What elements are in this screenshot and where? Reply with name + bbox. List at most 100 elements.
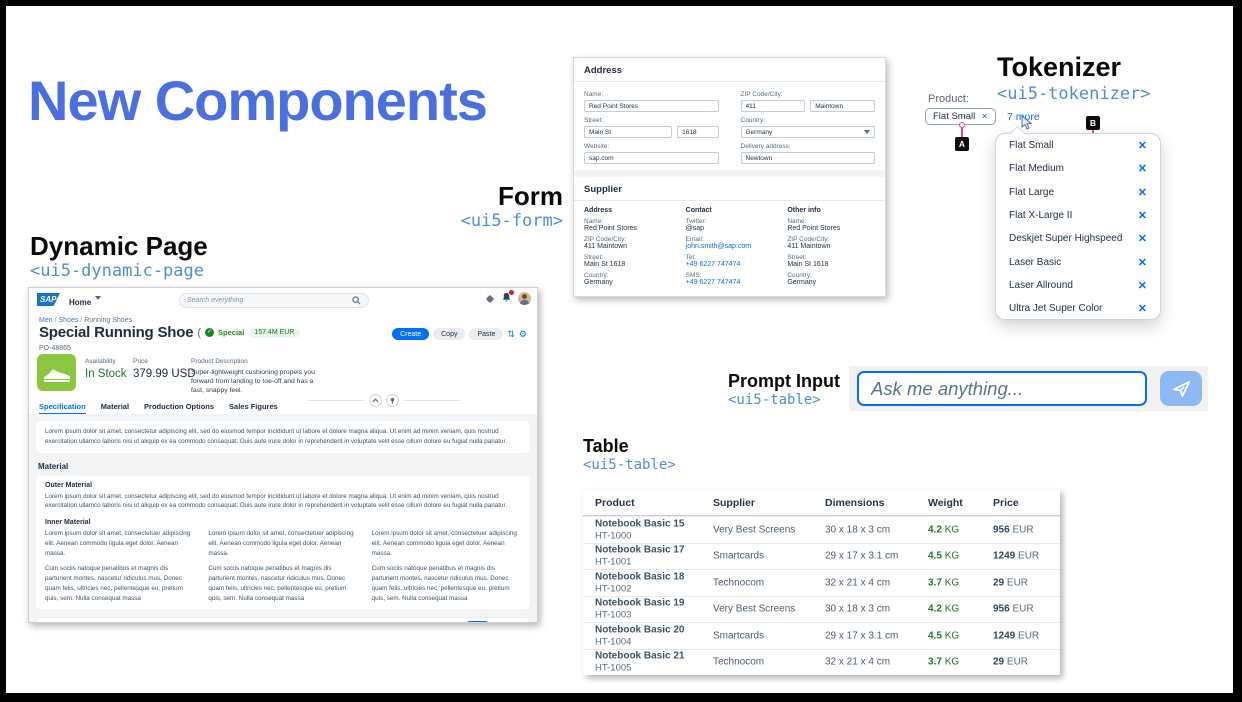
table-row[interactable]: Notebook Basic 18 HT-1002 Technocom 32 x …	[583, 569, 1060, 596]
sms-link[interactable]: +49 6227 747474	[685, 279, 741, 286]
bell-icon	[502, 292, 511, 302]
shell-search-placeholder: Search everything	[187, 297, 244, 304]
weight-cell: 3.7 KG	[928, 577, 960, 589]
chevron-up-icon	[372, 398, 379, 403]
website-field[interactable]	[584, 152, 719, 164]
field-value: Main St 1618	[787, 261, 829, 268]
tab-sales-figures[interactable]: Sales Figures	[229, 402, 278, 411]
assistant-icon[interactable]	[485, 294, 495, 304]
dynamic-page-section-tag: <ui5-dynamic-page	[30, 260, 204, 281]
paste-button[interactable]: Paste	[469, 328, 504, 340]
popup-item[interactable]: Flat Large ✕	[996, 181, 1160, 204]
product-name: Notebook Basic 20	[595, 624, 685, 636]
inner-material-para: Lorem ipsum dolor sit amet, consectetuer…	[208, 530, 354, 557]
avatar[interactable]	[518, 292, 531, 305]
field-label: Street:	[787, 254, 807, 261]
table-header-row: Product Supplier Dimensions Weight Price	[583, 490, 1060, 516]
table-row[interactable]: Notebook Basic 19 HT-1003 Very Best Scree…	[583, 595, 1060, 623]
ok-button[interactable]: Ok	[463, 621, 492, 622]
field-value: 411 Maintown	[584, 243, 628, 250]
form-section-label: Form	[498, 181, 563, 211]
breadcrumb-shoes[interactable]: Shoes	[58, 317, 79, 324]
website-label: Website:	[584, 143, 610, 150]
remove-icon[interactable]: ✕	[1137, 140, 1147, 153]
supplier-cell: Very Best Screens	[713, 524, 796, 536]
inner-material-para: Cum sociis natoque penatibus et magnis d…	[45, 565, 183, 602]
remove-icon[interactable]: ✕	[1137, 256, 1147, 269]
copy-button[interactable]: Copy	[433, 328, 466, 340]
popup-item[interactable]: Flat Medium ✕	[996, 157, 1160, 180]
delivery-field[interactable]	[740, 152, 875, 164]
table-row[interactable]: Notebook Basic 17 HT-1001 Smartcards 29 x…	[583, 542, 1060, 570]
remove-icon[interactable]: ✕	[1137, 233, 1147, 246]
dynamic-page-section-label: Dynamic Page	[30, 231, 208, 261]
popup-item-label: Flat Large	[1009, 186, 1055, 198]
supplier-contact-group: Contact Twitter: @sap Email: john.smith@…	[686, 207, 774, 286]
create-button[interactable]: Create	[392, 328, 430, 340]
price-badge: 157.4M EUR	[248, 327, 301, 338]
supplier-cell: Smartcards	[713, 630, 765, 642]
inner-material-heading: Inner Material	[45, 519, 91, 526]
country-label: Country:	[740, 117, 766, 124]
remove-icon[interactable]: ✕	[1137, 303, 1147, 316]
product-name: Notebook Basic 18	[595, 571, 685, 583]
breadcrumb-men[interactable]: Men	[39, 317, 53, 324]
popup-item[interactable]: Deskjet Super Highspeed ✕	[996, 227, 1160, 250]
table-row[interactable]: Notebook Basic 21 HT-1005 Technocom 32 x …	[583, 648, 1060, 676]
pin-header-button[interactable]	[386, 394, 399, 407]
remove-icon[interactable]: ✕	[1137, 186, 1147, 199]
product-name: Notebook Basic 21	[595, 650, 685, 662]
table-row[interactable]: Notebook Basic 15 HT-1000 Very Best Scree…	[583, 516, 1060, 543]
dimensions-cell: 32 x 21 x 4 cm	[825, 577, 891, 589]
remove-icon[interactable]: ✕	[1137, 163, 1147, 176]
breadcrumb-sep: /	[54, 317, 57, 324]
tel-link[interactable]: +49 6227 747474	[685, 261, 741, 268]
field-value: Red Point Stores	[787, 225, 841, 232]
product-id: HT-1004	[595, 636, 632, 648]
popup-item-label: Laser Allround	[1009, 279, 1073, 291]
delivery-label: Delivery address:	[740, 143, 791, 150]
price-cell: 956 EUR	[993, 603, 1034, 615]
popup-item[interactable]: Flat Small ✕	[996, 134, 1160, 157]
table-row[interactable]: Notebook Basic 20 HT-1004 Smartcards 29 x…	[583, 622, 1060, 649]
token-remove-icon[interactable]: ✕	[981, 112, 988, 121]
home-menu[interactable]: Home	[69, 296, 101, 307]
send-button[interactable]	[1160, 371, 1202, 406]
collapse-header-button[interactable]	[369, 394, 382, 407]
city-field[interactable]	[810, 100, 875, 112]
name-field[interactable]	[584, 100, 719, 112]
popup-item[interactable]: Laser Allround ✕	[996, 274, 1160, 297]
inner-material-para: Cum sociis natoque penatibus et magnis d…	[371, 565, 510, 602]
country-select[interactable]	[740, 126, 875, 138]
field-label: Country:	[787, 272, 812, 279]
zip-field[interactable]	[740, 100, 806, 112]
column-header-weight: Weight	[928, 496, 963, 509]
remove-icon[interactable]: ✕	[1137, 279, 1147, 292]
email-link[interactable]: john.smith@sap.com	[685, 243, 752, 250]
tab-production-options[interactable]: Production Options	[144, 402, 215, 411]
supplier-cell: Technocom	[713, 577, 765, 589]
breadcrumb: Men / Shoes / Running Shoes	[39, 317, 132, 324]
remove-icon[interactable]: ✕	[1137, 210, 1147, 223]
shell-search-input[interactable]: Search everything	[179, 293, 369, 308]
weight-cell: 4.2 KG	[928, 603, 960, 615]
group-title: Contact	[685, 207, 712, 214]
page-title: Special Running Shoe	[39, 324, 194, 341]
popup-item[interactable]: Flat X-Large II ✕	[996, 204, 1160, 227]
street-number-field[interactable]	[677, 126, 719, 138]
sort-icon[interactable]: ⇅	[507, 328, 515, 339]
gear-icon[interactable]: ⚙	[518, 328, 527, 339]
weight-cell: 4.2 KG	[928, 524, 960, 536]
prompt-input-section-label: Prompt Input	[728, 371, 840, 391]
slide-border-left	[0, 0, 6, 702]
field-label: Name:	[584, 218, 604, 225]
notifications-button[interactable]	[501, 290, 514, 305]
popup-item[interactable]: Laser Basic ✕	[996, 250, 1160, 273]
street-field[interactable]	[584, 126, 673, 138]
prompt-input-field[interactable]	[857, 371, 1147, 406]
tab-material[interactable]: Material	[100, 402, 130, 411]
weight-cell: 3.7 KG	[928, 656, 960, 668]
popup-item[interactable]: Ultra Jet Super Color ✕	[996, 297, 1160, 320]
special-badge: Special	[218, 328, 245, 337]
inner-material-column: Lorem ipsum dolor sit amet, consectetuer…	[208, 529, 357, 603]
